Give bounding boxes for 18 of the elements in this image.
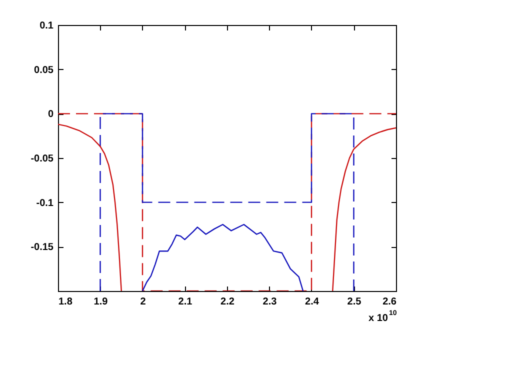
x-tick-label: 2.3 <box>262 296 278 308</box>
y-tick-label: -0.05 <box>30 154 54 164</box>
line-series <box>142 224 304 291</box>
x-tick-label: 2 <box>140 296 146 308</box>
x-tick-label: 2.5 <box>347 296 362 308</box>
x-tick-label: 1.8 <box>58 296 73 308</box>
x-tick-label: 2.4 <box>305 296 320 308</box>
line-series <box>332 127 396 291</box>
x-tick-label: 2.1 <box>178 296 193 308</box>
line-series <box>58 124 122 291</box>
y-tick-label: -0.15 <box>30 242 54 254</box>
x-tick-label: 1.9 <box>94 296 108 308</box>
y-tick-label: 0.1 <box>40 20 54 32</box>
y-tick-label: 0.05 <box>34 64 54 76</box>
y-tick-label: -0.1 <box>36 198 54 209</box>
x-tick-label: 2.2 <box>220 296 235 308</box>
x-tick-label: 2.6 <box>382 296 397 308</box>
y-tick-label: 0 <box>48 109 54 120</box>
